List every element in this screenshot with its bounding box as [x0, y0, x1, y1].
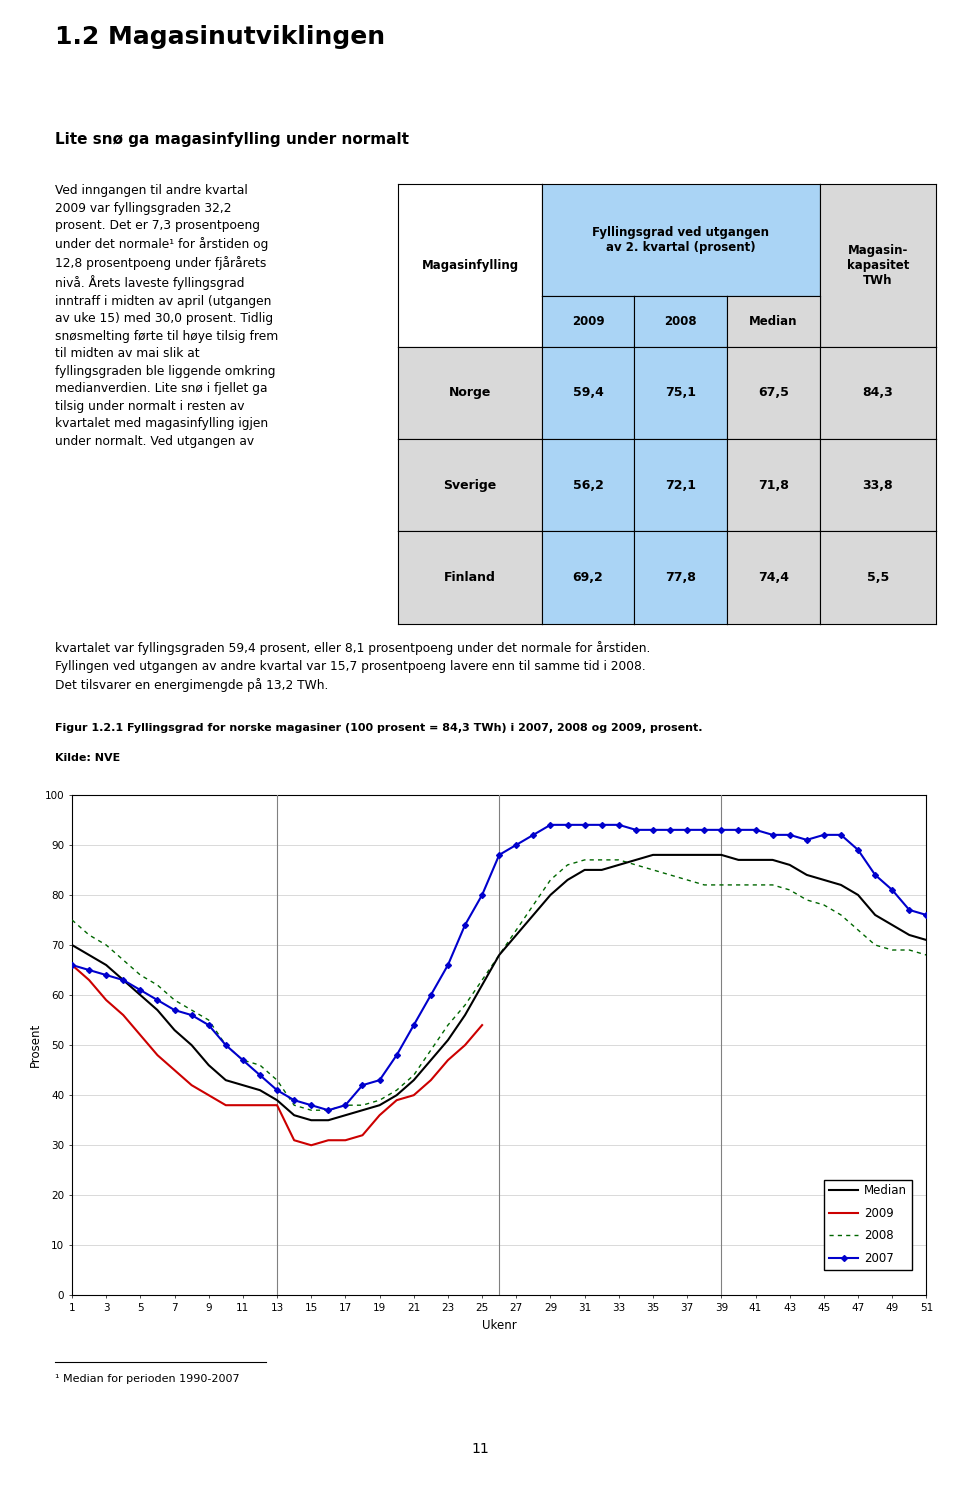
- Text: 77,8: 77,8: [665, 570, 696, 584]
- Text: 2008: 2008: [664, 316, 697, 328]
- Text: 69,2: 69,2: [573, 570, 604, 584]
- Text: 1.2 Magasinutviklingen: 1.2 Magasinutviklingen: [55, 25, 385, 49]
- Text: 11: 11: [471, 1443, 489, 1456]
- Text: Figur 1.2.1 Fyllingsgrad for norske magasiner (100 prosent = 84,3 TWh) i 2007, 2: Figur 1.2.1 Fyllingsgrad for norske maga…: [55, 724, 703, 734]
- Text: 84,3: 84,3: [862, 387, 893, 399]
- Text: 74,4: 74,4: [757, 570, 789, 584]
- Legend: Median, 2009, 2008, 2007: Median, 2009, 2008, 2007: [824, 1179, 912, 1270]
- Text: 2009: 2009: [572, 316, 605, 328]
- Text: Lite snø ga magasinfylling under normalt: Lite snø ga magasinfylling under normalt: [55, 133, 409, 147]
- Text: 59,4: 59,4: [572, 387, 604, 399]
- Text: Fyllingsgrad ved utgangen
av 2. kvartal (prosent): Fyllingsgrad ved utgangen av 2. kvartal …: [592, 226, 769, 255]
- Text: Magasin-
kapasitet
TWh: Magasin- kapasitet TWh: [847, 244, 909, 287]
- Y-axis label: Prosent: Prosent: [29, 1023, 42, 1068]
- Text: 72,1: 72,1: [665, 478, 696, 491]
- X-axis label: Ukenr: Ukenr: [482, 1319, 516, 1331]
- Text: 56,2: 56,2: [572, 478, 604, 491]
- Text: kvartalet var fyllingsgraden 59,4 prosent, eller 8,1 prosentpoeng under det norm: kvartalet var fyllingsgraden 59,4 prosen…: [55, 642, 650, 692]
- Text: 5,5: 5,5: [867, 570, 889, 584]
- Text: Kilde: NVE: Kilde: NVE: [55, 753, 120, 764]
- Text: Median: Median: [749, 316, 798, 328]
- Text: 67,5: 67,5: [757, 387, 789, 399]
- Text: Norge: Norge: [449, 387, 492, 399]
- Text: Ved inngangen til andre kvartal
2009 var fyllingsgraden 32,2
prosent. Det er 7,3: Ved inngangen til andre kvartal 2009 var…: [55, 185, 278, 448]
- Text: ¹ Median for perioden 1990-2007: ¹ Median for perioden 1990-2007: [55, 1374, 240, 1385]
- Text: 71,8: 71,8: [757, 478, 789, 491]
- Text: 33,8: 33,8: [862, 478, 893, 491]
- Text: 75,1: 75,1: [665, 387, 696, 399]
- Text: Finland: Finland: [444, 570, 496, 584]
- Text: Sverige: Sverige: [444, 478, 496, 491]
- Text: Magasinfylling: Magasinfylling: [421, 259, 518, 272]
